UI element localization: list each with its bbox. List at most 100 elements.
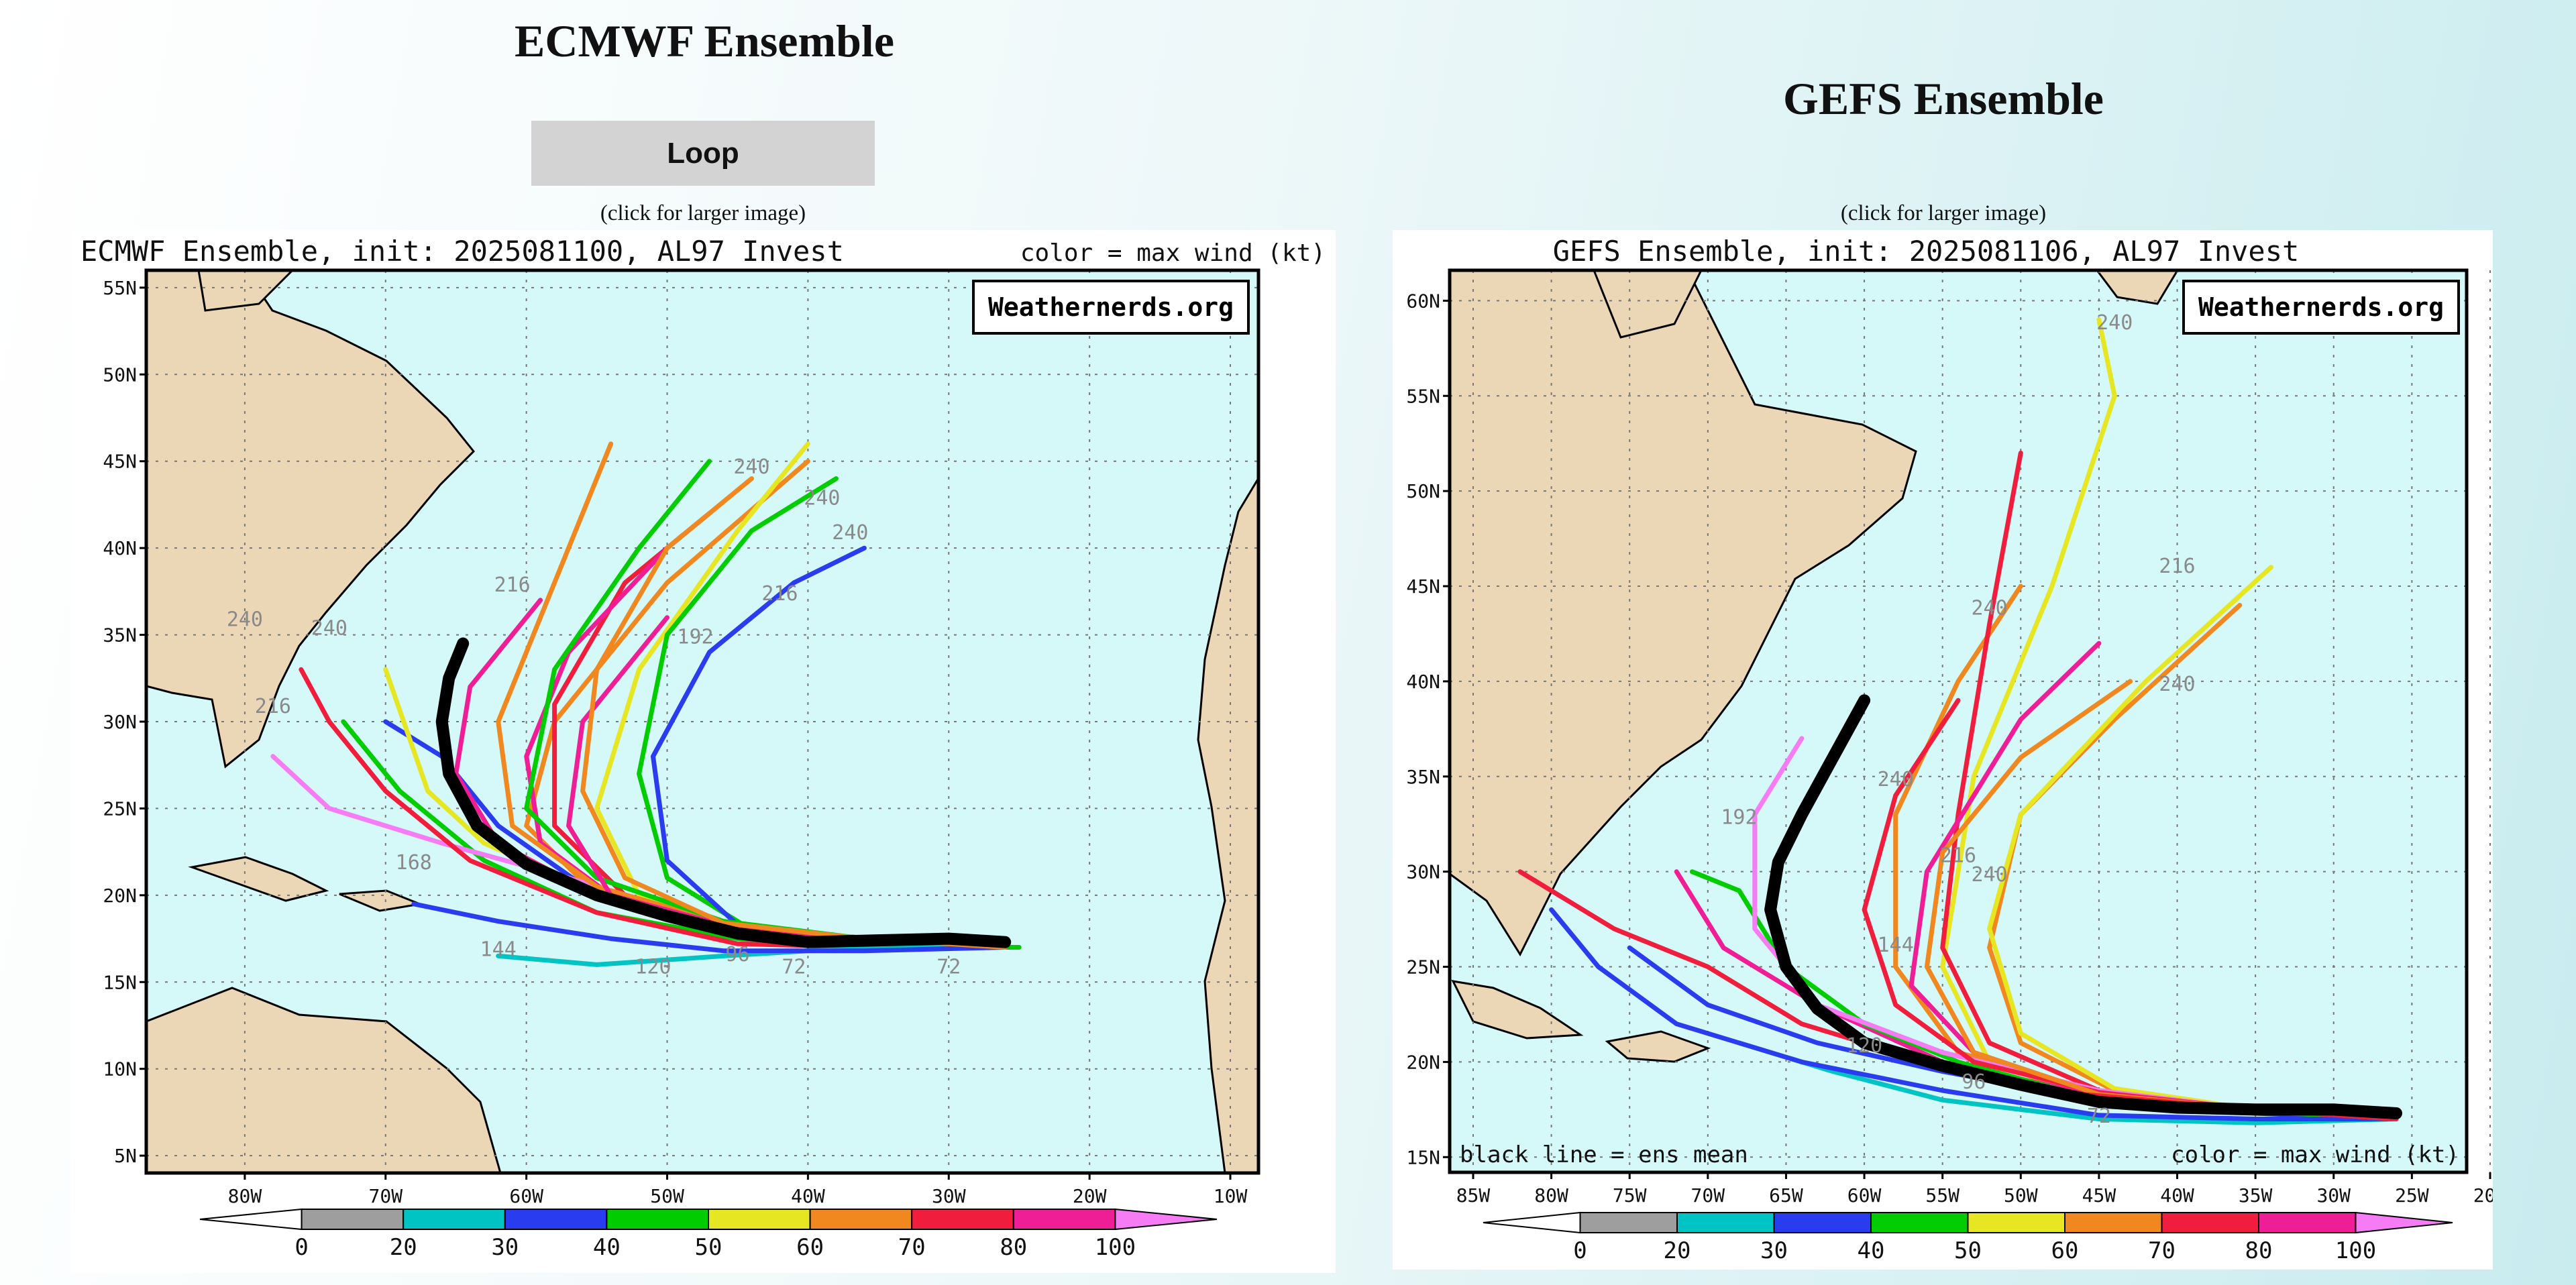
gefs-hour-label: 216: [1940, 844, 1976, 867]
ecmwf-lat-tick-label: 10N: [103, 1058, 137, 1080]
gefs-colorbar-segment: [1579, 1212, 1678, 1233]
ecmwf-hour-label: 240: [804, 486, 840, 510]
ecmwf-hour-label: 216: [494, 573, 531, 597]
ecmwf-lon-tick-label: 20W: [1073, 1185, 1107, 1207]
ecmwf-colorbar-tick: 60: [796, 1234, 824, 1261]
gefs-hour-label: 120: [1846, 1034, 1882, 1058]
ecmwf-colorbar-tick: 80: [1000, 1234, 1027, 1261]
ecmwf-lat-ticks: 55N 50N 45N 40N 35N 30N 25N 20N 15N 10N 5N: [103, 277, 146, 1167]
gefs-hour-label: 216: [2159, 555, 2195, 578]
gefs-colorbar-segment: [1773, 1212, 1872, 1233]
ecmwf-land: [145, 269, 1260, 1174]
gefs-mean-label: black line = ens mean: [1460, 1141, 1748, 1168]
ecmwf-hour-label: 72: [936, 955, 961, 979]
gefs-chart-svg: GEFS Ensemble, init: 2025081106, AL97 In…: [1406, 235, 2507, 1264]
ecmwf-heading: ECMWF Ensemble: [514, 15, 894, 66]
ecmwf-hour-label: 240: [733, 455, 769, 479]
ecmwf-hour-label: 72: [782, 955, 806, 979]
ecmwf-lat-tick-label: 50N: [103, 364, 137, 386]
gefs-colorbar-tick: 80: [2245, 1237, 2273, 1264]
ecmwf-colorbar-segment: [911, 1209, 1014, 1230]
gefs-lon-tick-label: 65W: [1769, 1184, 1803, 1207]
ecmwf-hour-label: 120: [635, 955, 671, 979]
gefs-colorbar-segment: [1870, 1212, 1969, 1233]
ecmwf-mean-track: [435, 637, 1012, 948]
ecmwf-lat-tick-label: 30N: [103, 711, 137, 733]
ecmwf-lon-tick-label: 30W: [932, 1185, 966, 1207]
ecmwf-colorbar-segment: [301, 1209, 405, 1230]
gefs-lon-tick-label: 85W: [1456, 1184, 1491, 1207]
gefs-lat-tick-label: 45N: [1406, 575, 1440, 598]
gefs-lat-tick-label: 55N: [1406, 385, 1440, 407]
ecmwf-colorbar-tick: 40: [593, 1234, 621, 1261]
ecmwf-hour-label: 240: [311, 617, 347, 640]
ecmwf-colorbar-segment: [1012, 1209, 1116, 1230]
gefs-watermark: Weathernerds.org: [2198, 292, 2444, 322]
ecmwf-hour-label: 192: [677, 626, 713, 649]
gefs-colorbar-tick: 50: [1954, 1237, 1982, 1264]
gefs-colorbar-segment: [2161, 1212, 2259, 1233]
gefs-colorbar-segment: [1676, 1212, 1775, 1233]
gefs-colorbar: 0 20 30 40 50 60 70 80 100: [1483, 1211, 2453, 1264]
ecmwf-hour-label: 144: [480, 938, 517, 961]
ecmwf-lon-tick-label: 50W: [650, 1185, 684, 1207]
ecmwf-legend-label: color = max wind (kt): [1020, 239, 1326, 267]
gefs-lat-tick-label: 30N: [1406, 861, 1440, 883]
ecmwf-hour-label: 96: [725, 943, 749, 966]
ecmwf-member-track: [411, 901, 1008, 954]
ecmwf-colorbar-tick: 30: [491, 1234, 519, 1261]
gefs-legend-label: color = max wind (kt): [2171, 1141, 2459, 1168]
gefs-lon-tick-label: 55W: [1925, 1184, 1960, 1207]
gefs-hour-label: 240: [1878, 768, 1914, 791]
ecmwf-hour-labels: 240 240 240 216 192 240 216 168 144 120 96 72 72 240 2…: [227, 455, 961, 979]
gefs-colorbar-tick: 40: [1858, 1237, 1885, 1264]
gefs-hour-label: 240: [1972, 863, 2008, 887]
gefs-colorbar-tick: 30: [1760, 1237, 1788, 1264]
loop-button[interactable]: Loop: [531, 121, 875, 186]
ecmwf-colorbar-segment: [199, 1208, 303, 1231]
ecmwf-lon-ticks: 80W 70W 60W 50W 40W 30W 20W 10W: [228, 1173, 1247, 1207]
gefs-lat-tick-label: 25N: [1406, 956, 1440, 979]
gefs-lon-tick-label: 75W: [1613, 1184, 1647, 1207]
gefs-lon-tick-label: 20W: [2473, 1184, 2493, 1207]
ecmwf-hour-label: 240: [227, 608, 263, 632]
gefs-lat-tick-label: 20N: [1406, 1051, 1440, 1073]
gefs-colorbar-segment: [1967, 1212, 2065, 1233]
gefs-mean-track: [1764, 694, 2402, 1119]
gefs-hour-label: 96: [1962, 1070, 1986, 1094]
ecmwf-lat-tick-label: 5N: [114, 1145, 137, 1167]
ecmwf-colorbar-segment: [1114, 1208, 1218, 1231]
gefs-colorbar-segment: [1483, 1211, 1581, 1234]
ecmwf-lat-tick-label: 55N: [103, 277, 137, 299]
ecmwf-map-title: ECMWF Ensemble, init: 2025081100, AL97 I…: [80, 235, 844, 268]
ecmwf-colorbar-segment: [708, 1209, 811, 1230]
gefs-hour-label: 240: [2159, 673, 2195, 696]
ecmwf-colorbar-segment: [504, 1209, 608, 1230]
gefs-hour-label: 72: [2087, 1105, 2111, 1128]
ecmwf-lon-tick-label: 70W: [368, 1185, 402, 1207]
gefs-map-image[interactable]: GEFS Ensemble, init: 2025081106, AL97 In…: [1393, 230, 2507, 1270]
gefs-lat-tick-label: 40N: [1406, 671, 1440, 693]
gefs-lon-tick-label: 45W: [2082, 1184, 2116, 1207]
gefs-colorbar-segment: [2258, 1212, 2357, 1233]
ecmwf-colorbar-tick: 50: [695, 1234, 722, 1261]
ecmwf-lon-tick-label: 60W: [509, 1185, 543, 1207]
ecmwf-map-image[interactable]: ECMWF Ensemble, init: 2025081100, AL97 I…: [71, 230, 1336, 1273]
gefs-lat-tick-label: 60N: [1406, 290, 1440, 312]
gefs-land: [1448, 269, 2180, 1063]
gefs-member-track: [1549, 907, 2399, 1121]
ecmwf-hour-label: 168: [396, 851, 432, 875]
gefs-lon-tick-label: 30W: [2316, 1184, 2351, 1207]
ecmwf-lat-tick-label: 40N: [103, 537, 137, 559]
gefs-map-title: GEFS Ensemble, init: 2025081106, AL97 In…: [1553, 235, 2300, 268]
ecmwf-lon-tick-label: 40W: [791, 1185, 825, 1207]
ecmwf-hour-label: 240: [832, 521, 868, 545]
ecmwf-watermark: Weathernerds.org: [988, 292, 1234, 322]
gefs-colorbar-segment: [2355, 1211, 2453, 1234]
ecmwf-lon-tick-label: 80W: [228, 1185, 262, 1207]
ecmwf-colorbar-tick: 0: [294, 1234, 308, 1261]
ecmwf-colorbar-tick: 100: [1095, 1234, 1136, 1261]
gefs-lon-tick-label: 60W: [1847, 1184, 1882, 1207]
ecmwf-lat-tick-label: 45N: [103, 451, 137, 473]
